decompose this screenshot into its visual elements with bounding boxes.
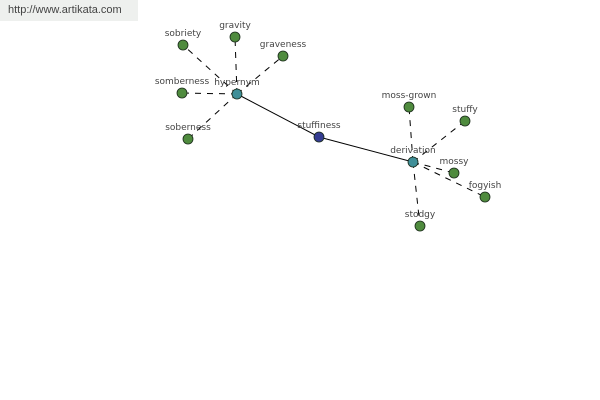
node-label: somberness (155, 77, 210, 87)
node-circle[interactable] (479, 191, 491, 203)
node-label: fogyish (469, 181, 502, 191)
edge-hypernym-sobriety (182, 44, 238, 95)
node-somberness[interactable]: somberness (155, 77, 210, 99)
node-circle[interactable] (229, 31, 241, 43)
edge-derivation-moss-grown (408, 106, 414, 163)
node-circle[interactable] (459, 115, 471, 127)
node-circle[interactable] (277, 50, 289, 62)
watermark-url-text: http://www.artikata.com (8, 4, 122, 16)
node-stuffiness[interactable]: stuffiness (297, 121, 341, 143)
node-label: moss-grown (382, 91, 437, 101)
node-soberness[interactable]: soberness (165, 123, 211, 145)
node-graveness[interactable]: graveness (260, 40, 307, 62)
node-gravity[interactable]: gravity (219, 21, 251, 43)
node-label: sobriety (165, 29, 202, 39)
node-stuffy[interactable]: stuffy (452, 105, 478, 127)
node-circle[interactable] (414, 220, 426, 232)
node-label: stuffiness (297, 121, 341, 131)
watermark-url: http://www.artikata.com (0, 0, 138, 21)
node-hypernym[interactable]: hypernym (214, 78, 260, 100)
node-circle[interactable] (313, 131, 325, 143)
node-mossy[interactable]: mossy (440, 157, 470, 179)
edge-derivation-fogyish (412, 161, 486, 198)
node-circle[interactable] (448, 167, 460, 179)
node-circle[interactable] (176, 87, 188, 99)
edge-derivation-stodgy (412, 161, 421, 227)
node-label: stuffy (452, 105, 478, 115)
edge-hypernym-somberness (181, 92, 238, 95)
node-label: mossy (440, 157, 470, 167)
edge-hypernym-gravity (234, 36, 238, 95)
node-fogyish[interactable]: fogyish (469, 181, 502, 203)
node-stodgy[interactable]: stodgy (405, 210, 436, 232)
edge-stuffiness-derivation (318, 136, 414, 163)
node-circle[interactable] (177, 39, 189, 51)
node-circle[interactable] (407, 156, 419, 168)
node-label: hypernym (214, 78, 260, 88)
node-derivation[interactable]: derivation (390, 146, 436, 168)
edge-stuffiness-hypernym (236, 93, 320, 138)
node-label: gravity (219, 21, 251, 31)
node-label: soberness (165, 123, 211, 133)
node-circle[interactable] (182, 133, 194, 145)
node-label: stodgy (405, 210, 436, 220)
node-sobriety[interactable]: sobriety (165, 29, 202, 51)
edge-hypernym-graveness (236, 55, 284, 95)
node-circle[interactable] (403, 101, 415, 113)
node-label: derivation (390, 146, 436, 156)
node-circle[interactable] (231, 88, 243, 100)
node-label: graveness (260, 40, 307, 50)
node-moss-grown[interactable]: moss-grown (382, 91, 437, 113)
